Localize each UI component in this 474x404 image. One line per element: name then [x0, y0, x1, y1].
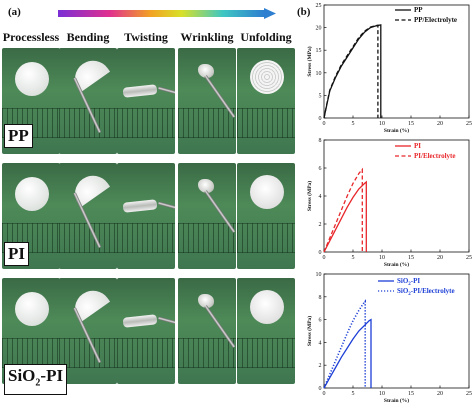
process-arrow — [58, 8, 276, 19]
photo-pi-unfold — [237, 163, 295, 269]
column-header-bending: Bending — [66, 30, 110, 44]
x-tick-label: 20 — [437, 121, 443, 127]
legend-label: PP/Electrolyte — [414, 16, 457, 24]
x-tick-label: 10 — [379, 121, 385, 127]
legend-label: PP — [414, 6, 423, 14]
column-header-unfolding: Unfolding — [240, 30, 292, 44]
y-tick-label: 2 — [319, 222, 322, 228]
column-header-wrinkling: Wrinkling — [180, 30, 234, 44]
series-line-sio2-pi — [323, 318, 372, 389]
photo-pp-wrinkle — [178, 48, 236, 154]
x-tick-label: 0 — [323, 391, 326, 397]
photo-sio2-pi-wrinkle — [178, 278, 236, 384]
x-tick-label: 25 — [466, 391, 472, 397]
series-line-sio2-pi/electrolyte — [323, 299, 366, 389]
photo-sio2-pi-unfold — [237, 278, 295, 384]
photo-pi-wrinkle — [178, 163, 236, 269]
plot-frame — [323, 4, 470, 119]
photo-pp-twist — [117, 48, 175, 154]
series-line-pi — [323, 180, 367, 253]
photo-pp-bend — [59, 48, 117, 154]
column-header-processless: Processless — [2, 30, 60, 44]
series-line-pp — [323, 24, 382, 119]
y-tick-label: 15 — [316, 48, 322, 54]
y-axis-label: Stress (MPa) — [306, 181, 313, 211]
material-label-pi: PI — [4, 242, 29, 266]
photo-pi-twist — [117, 163, 175, 269]
x-tick-label: 20 — [437, 391, 443, 397]
x-tick-label: 5 — [352, 391, 355, 397]
x-tick-label: 5 — [352, 121, 355, 127]
material-label-pp: PP — [4, 124, 33, 148]
x-tick-label: 20 — [437, 255, 443, 261]
y-tick-label: 0 — [319, 116, 322, 122]
photo-sio2-pi-twist — [117, 278, 175, 384]
y-tick-label: 0 — [319, 386, 322, 392]
x-tick-label: 0 — [323, 121, 326, 127]
column-header-twisting: Twisting — [124, 30, 168, 44]
series-line-pi/electrolyte — [323, 167, 363, 253]
x-tick-label: 0 — [323, 255, 326, 261]
y-tick-label: 0 — [319, 250, 322, 256]
material-label-sio2-pi: SiO2-PI — [4, 364, 68, 396]
x-tick-label: 10 — [379, 255, 385, 261]
y-tick-label: 6 — [319, 166, 322, 172]
x-tick-label: 15 — [408, 391, 414, 397]
legend-label: SiO2-PI — [397, 277, 420, 287]
legend-label: PI/Electrolyte — [414, 152, 455, 160]
x-axis-label: Strain (%) — [384, 127, 409, 134]
panel-a-label: (a) — [8, 6, 21, 18]
chart-1: 0 5 10 15 20 25 0 5 10 15 20 25 Strain (%) Stress (MP… — [306, 3, 472, 134]
y-tick-label: 10 — [316, 272, 322, 278]
y-tick-label: 5 — [319, 93, 322, 99]
x-tick-label: 10 — [379, 391, 385, 397]
panel-b-label: (b) — [297, 6, 311, 18]
y-tick-label: 4 — [319, 340, 322, 346]
y-axis-label: Stress (MPa) — [306, 316, 313, 346]
x-tick-label: 5 — [352, 255, 355, 261]
photo-pp-unfold — [237, 48, 295, 154]
y-tick-label: 6 — [319, 318, 322, 324]
y-tick-label: 4 — [319, 194, 322, 200]
plot-frame — [323, 273, 470, 389]
photo-pi-bend — [59, 163, 117, 269]
series-line-pp/electrolyte — [323, 24, 379, 119]
y-tick-label: 8 — [319, 138, 322, 144]
x-tick-label: 25 — [466, 255, 472, 261]
legend-label: SiO2-PI/Electrolyte — [397, 287, 455, 297]
y-tick-label: 8 — [319, 295, 322, 301]
chart-2: 0 5 10 15 20 25 0 2 4 6 8 Strain (%) Stress (MPa) PI P… — [306, 138, 472, 268]
x-tick-label: 25 — [466, 121, 472, 127]
x-axis-label: Strain (%) — [384, 397, 409, 404]
y-axis-label: Stress (MPa) — [306, 46, 313, 76]
y-tick-label: 25 — [316, 3, 322, 9]
legend-label: PI — [414, 142, 421, 150]
x-axis-label: Strain (%) — [384, 261, 409, 268]
y-tick-label: 2 — [319, 363, 322, 369]
y-tick-label: 20 — [316, 26, 322, 32]
x-tick-label: 15 — [408, 255, 414, 261]
y-tick-label: 10 — [316, 71, 322, 77]
x-tick-label: 15 — [408, 121, 414, 127]
photo-sio2-pi-bend — [59, 278, 117, 384]
